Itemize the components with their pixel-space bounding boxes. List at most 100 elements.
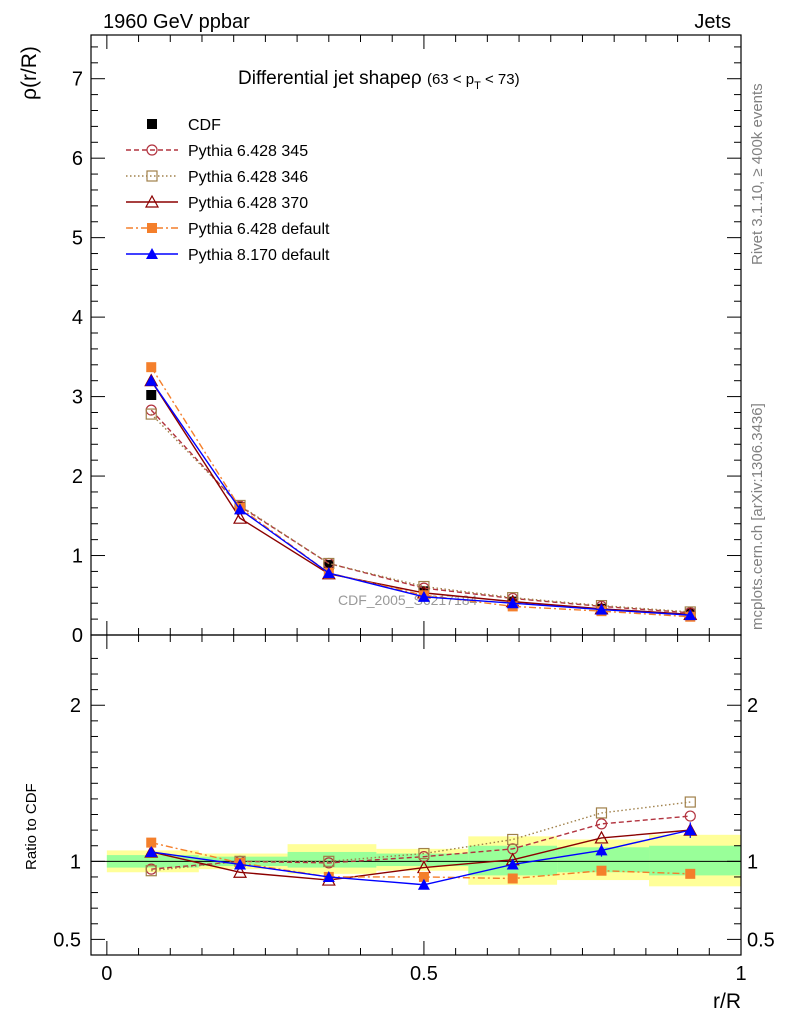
ratio-point-pythia-6-428-345 xyxy=(684,810,696,822)
ratio-y-tick-label: 0.5 xyxy=(53,929,81,951)
series-line-pythia-6-428-345 xyxy=(150,409,691,614)
data-point-pythia-6-428-370 xyxy=(233,510,248,524)
ratio-point-pythia-6-428-346 xyxy=(418,847,430,860)
legend-item-pythia-6-428-default: Pythia 6.428 default xyxy=(126,221,330,238)
main-title-range-suffix: < 73) xyxy=(481,71,520,88)
legend-marker-pythia-6-428-346 xyxy=(146,170,158,182)
legend-item-pythia-8-170-default: Pythia 8.170 default xyxy=(126,247,330,264)
header-energy-label: 1960 GeV ppbar xyxy=(103,11,250,33)
x-axis-label: r/R xyxy=(713,990,741,1013)
header-process-label: Jets xyxy=(694,11,731,33)
series-pythia-6-428-370 xyxy=(144,373,698,620)
series-line-pythia-6-428-346 xyxy=(150,413,691,613)
ratio-point-pythia-8-170-default xyxy=(145,845,158,857)
analysis-watermark: CDF_2005_S6217184 xyxy=(338,592,478,608)
legend-marker-pythia-8-170-default xyxy=(146,248,158,259)
legend-item-pythia-6-428-370: Pythia 6.428 370 xyxy=(126,194,308,212)
data-point-pythia-8-170-default xyxy=(234,503,247,515)
ratio-y-tick-label-right: 1 xyxy=(747,851,758,873)
ratio-axis-ticks: 0.5 0.51 12 20 0.5 1 xyxy=(53,635,775,985)
data-point-pythia-8-170-default xyxy=(145,374,158,386)
x-tick-label: 0.5 xyxy=(410,963,438,985)
mcplots-reference-label: mcplots.cern.ch [arXiv:1306.3436] xyxy=(749,403,766,630)
ratio-point-pythia-6-428-default xyxy=(418,871,429,882)
main-y-tick-label: 4 xyxy=(72,307,83,329)
legend: CDF Pythia 6.428 345 Pythia 6.428 346 Pythi… xyxy=(126,117,330,264)
legend-item-pythia-6-428-345: Pythia 6.428 345 xyxy=(126,143,308,160)
ratio-y-tick-label: 1 xyxy=(70,851,81,873)
main-y-tick-label: 1 xyxy=(72,546,83,568)
data-point-pythia-8-170-default xyxy=(417,590,430,602)
main-title-range-prefix: (63 < p xyxy=(427,71,474,88)
data-point-pythia-8-170-default xyxy=(322,567,335,579)
legend-label-pythia-6-428-345: Pythia 6.428 345 xyxy=(188,143,308,160)
ratio-y-axis-label: Ratio to CDF xyxy=(23,783,40,870)
main-title-text: Differential jet shapeρ xyxy=(238,68,422,89)
data-point-pythia-8-170-default xyxy=(684,609,697,621)
legend-marker-pythia-6-428-370 xyxy=(144,194,160,208)
ratio-point-pythia-8-170-default xyxy=(595,844,608,856)
legend-marker-pythia-6-428-default xyxy=(147,223,157,233)
main-series-group xyxy=(144,362,698,622)
data-point-cdf xyxy=(146,390,157,400)
data-point-pythia-8-170-default xyxy=(595,603,608,615)
ratio-series-pythia-8-170-default xyxy=(145,822,697,890)
legend-marker-pythia-6-428-345 xyxy=(146,144,158,156)
ratio-point-pythia-8-170-default xyxy=(234,858,247,870)
ratio-y-tick-label-right: 0.5 xyxy=(747,929,775,951)
main-title: Differential jet shapeρ (63 < pT < 73) xyxy=(238,68,520,92)
data-point-pythia-6-428-346 xyxy=(145,408,157,420)
series-pythia-6-428-346 xyxy=(145,408,696,618)
main-y-tick-label: 3 xyxy=(72,387,83,409)
legend-label-pythia-6-428-default: Pythia 6.428 default xyxy=(188,221,330,238)
ratio-y-tick-label: 2 xyxy=(70,695,81,717)
ratio-point-pythia-8-170-default xyxy=(322,870,335,882)
ratio-y-tick-label-right: 2 xyxy=(747,695,758,717)
ratio-panel: 0.5 0.51 12 20 0.5 1 Ratio to CDF r/R xyxy=(23,634,775,1013)
rivet-version-label: Rivet 3.1.10, ≥ 400k events xyxy=(749,83,766,265)
ratio-point-pythia-8-170-default xyxy=(506,858,519,870)
main-axis-ticks: 0 1 2 3 4 5 6 7 xyxy=(72,35,742,647)
series-pythia-8-170-default xyxy=(145,374,697,621)
ratio-point-pythia-6-428-default xyxy=(507,873,518,884)
legend-label-pythia-8-170-default: Pythia 8.170 default xyxy=(188,247,330,264)
legend-label-cdf: CDF xyxy=(188,117,221,134)
legend-item-pythia-6-428-346: Pythia 6.428 346 xyxy=(126,169,308,186)
main-y-tick-label: 6 xyxy=(72,148,83,170)
legend-label-pythia-6-428-346: Pythia 6.428 346 xyxy=(188,169,308,186)
ratio-point-pythia-6-428-346 xyxy=(684,796,696,808)
legend-label-pythia-6-428-370: Pythia 6.428 370 xyxy=(188,195,308,212)
ratio-panel-frame xyxy=(90,634,742,956)
ratio-point-pythia-6-428-default xyxy=(685,868,696,879)
main-title-subscript: T xyxy=(474,80,481,92)
ratio-point-pythia-6-428-346 xyxy=(507,833,519,846)
ratio-point-pythia-6-428-default xyxy=(146,837,157,848)
main-y-axis-label: ρ(r/R) xyxy=(18,46,41,100)
ratio-point-pythia-6-428-345 xyxy=(595,818,608,830)
main-y-tick-label: 2 xyxy=(72,466,83,488)
legend-marker-cdf xyxy=(147,119,157,129)
data-point-cdf xyxy=(323,560,334,571)
series-line-pythia-8-170-default xyxy=(150,380,691,616)
ratio-point-pythia-8-170-default xyxy=(684,824,697,836)
ratio-point-pythia-6-428-346 xyxy=(323,855,335,867)
ratio-point-pythia-6-428-370 xyxy=(594,830,609,844)
x-tick-label: 1 xyxy=(735,963,746,985)
ratio-line-pythia-6-428-370 xyxy=(151,829,691,881)
data-point-pythia-8-170-default xyxy=(506,597,519,609)
legend-item-cdf: CDF xyxy=(147,117,221,134)
ratio-series-group xyxy=(144,796,698,890)
main-y-tick-label: 7 xyxy=(72,69,83,91)
main-panel: ρ(r/R) Differential jet shapeρ (63 < pT … xyxy=(18,34,742,647)
cdf-uncertainty-band-inner xyxy=(376,853,469,867)
series-line-pythia-6-428-default xyxy=(150,366,691,618)
x-tick-label: 0 xyxy=(101,963,112,985)
ratio-point-pythia-6-428-default xyxy=(596,865,607,876)
main-y-tick-label: 0 xyxy=(72,625,83,647)
ratio-point-pythia-6-428-346 xyxy=(595,807,608,819)
ratio-point-pythia-6-428-370 xyxy=(233,865,248,878)
main-y-tick-label: 5 xyxy=(72,228,83,250)
data-point-pythia-6-428-default xyxy=(146,362,157,373)
ratio-point-pythia-8-170-default xyxy=(417,878,430,890)
